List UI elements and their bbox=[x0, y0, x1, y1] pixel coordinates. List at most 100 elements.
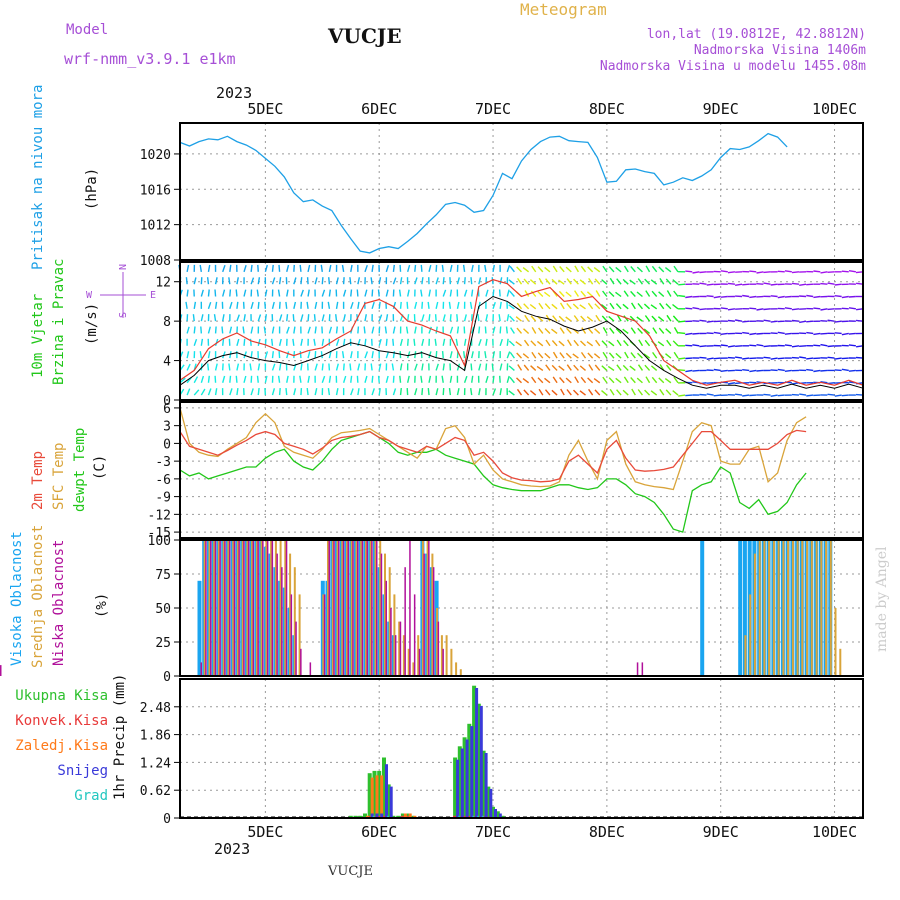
precip-frz-bar bbox=[403, 813, 407, 818]
wind-arrow bbox=[509, 376, 515, 384]
wind-arrow bbox=[813, 344, 821, 347]
wind-arrow bbox=[285, 388, 288, 396]
cloud-mid-bar bbox=[445, 635, 448, 676]
wind-arrow bbox=[615, 352, 622, 359]
wind-arrow bbox=[256, 375, 259, 383]
wind-arrow bbox=[545, 364, 551, 371]
wind-arrow bbox=[350, 264, 353, 272]
wind-arrow bbox=[286, 351, 290, 359]
wind-arrow bbox=[672, 279, 679, 285]
wind-arrow bbox=[645, 290, 651, 297]
wind-arrow bbox=[385, 289, 389, 297]
precip-hail-bar bbox=[458, 815, 461, 818]
wind-gust-line bbox=[179, 279, 864, 386]
precip-total-bar bbox=[405, 813, 410, 818]
cloud-low-bar bbox=[371, 540, 373, 676]
cloud-mid-bar bbox=[768, 540, 771, 676]
wind-arrow bbox=[277, 289, 281, 297]
wind-arrow bbox=[644, 339, 651, 347]
precip-snow-bar bbox=[484, 753, 488, 818]
precip-total-bar bbox=[491, 806, 495, 818]
wind-arrow bbox=[428, 375, 432, 383]
cloud-low-bar bbox=[641, 662, 644, 676]
wind-arrow bbox=[856, 282, 864, 285]
bottom-day-label: 8DEC bbox=[589, 823, 625, 841]
wind-arrow bbox=[643, 303, 651, 310]
wind-arrow bbox=[307, 264, 311, 273]
wind-arrow bbox=[214, 301, 218, 309]
wind-arrow bbox=[314, 388, 318, 396]
wind-arrow bbox=[595, 290, 601, 297]
wind-arrow bbox=[523, 328, 530, 334]
wind-arrow bbox=[616, 278, 622, 285]
cloud-mid-bar bbox=[407, 648, 410, 676]
temp-unit: (C) bbox=[92, 455, 108, 480]
wind-arrow bbox=[742, 357, 750, 360]
wind-arrow bbox=[392, 388, 397, 396]
wind-arrow bbox=[593, 267, 601, 273]
wind-arrow bbox=[580, 265, 587, 273]
wind-arrow bbox=[529, 279, 537, 285]
wind-arrow bbox=[820, 282, 828, 285]
wind-arrow bbox=[484, 351, 487, 359]
wind-arrow bbox=[499, 326, 502, 334]
wind-arrow bbox=[588, 278, 594, 285]
wind-arrow bbox=[478, 338, 482, 347]
cloud-low-bar bbox=[399, 621, 402, 676]
wind-arrow bbox=[428, 326, 432, 334]
wind-arrow bbox=[207, 351, 211, 359]
cloud-low-bar bbox=[442, 648, 444, 676]
wind-arrow bbox=[841, 307, 849, 310]
temp-ytick-label: 6 bbox=[163, 402, 171, 417]
wind-arrow bbox=[685, 307, 693, 310]
precip-snow-bar bbox=[494, 809, 497, 818]
wind-arrow bbox=[678, 357, 686, 360]
wind-arrow bbox=[763, 356, 771, 359]
precip-ytick-label: 1.86 bbox=[140, 729, 171, 744]
wind-arrow bbox=[616, 314, 622, 322]
wind-arrow bbox=[559, 327, 565, 334]
wind-arrow bbox=[644, 389, 651, 396]
wind-arrow bbox=[855, 271, 864, 274]
wind-arrow bbox=[631, 302, 636, 310]
wind-arrow bbox=[271, 326, 275, 334]
wind-arrow bbox=[523, 303, 530, 310]
wind-arrow bbox=[328, 277, 331, 285]
wind-arrow bbox=[658, 291, 665, 298]
wind-arrow bbox=[186, 264, 190, 272]
wind-arrow bbox=[630, 352, 636, 359]
wind-arrow bbox=[456, 326, 460, 334]
cloud-mid-bar bbox=[820, 540, 823, 676]
wind-arrow bbox=[435, 277, 439, 285]
wind-arrow bbox=[428, 264, 432, 273]
temp-ytick-label: -15 bbox=[148, 526, 171, 541]
cloud-mid-bar bbox=[346, 540, 348, 676]
wind-arrow bbox=[813, 369, 821, 373]
wind-arrow bbox=[392, 301, 397, 310]
wind-arrow bbox=[342, 314, 346, 322]
wind-arrow bbox=[321, 363, 324, 371]
wind-arrow bbox=[342, 375, 347, 383]
wind-arrow bbox=[378, 277, 382, 285]
wind-arrow bbox=[335, 326, 338, 334]
wind-arrow bbox=[414, 351, 417, 359]
wind-arrow bbox=[506, 375, 510, 383]
wind-arrow bbox=[478, 388, 481, 396]
wind-arrow bbox=[806, 331, 814, 335]
precip-snow-bar bbox=[370, 813, 374, 818]
wind-arrow bbox=[609, 388, 615, 396]
wind-arrow bbox=[271, 264, 274, 272]
wind-arrow bbox=[573, 389, 579, 396]
wind-arrow bbox=[250, 264, 253, 272]
pressure-unit: (hPa) bbox=[84, 168, 100, 210]
wind-arrow bbox=[580, 376, 587, 384]
wind-arrow bbox=[573, 278, 579, 285]
wind-arrow bbox=[615, 291, 622, 298]
wind-arrow bbox=[645, 265, 651, 273]
wind-arrow bbox=[207, 363, 210, 371]
wind-arrow bbox=[834, 394, 842, 397]
cloud-low-bar bbox=[347, 540, 349, 676]
wind-ytick-label: 4 bbox=[163, 355, 171, 370]
wind-arrow bbox=[566, 327, 572, 334]
bottom-day-labels: 5DEC 6DEC 7DEC 8DEC 9DEC 10DEC bbox=[247, 823, 857, 841]
